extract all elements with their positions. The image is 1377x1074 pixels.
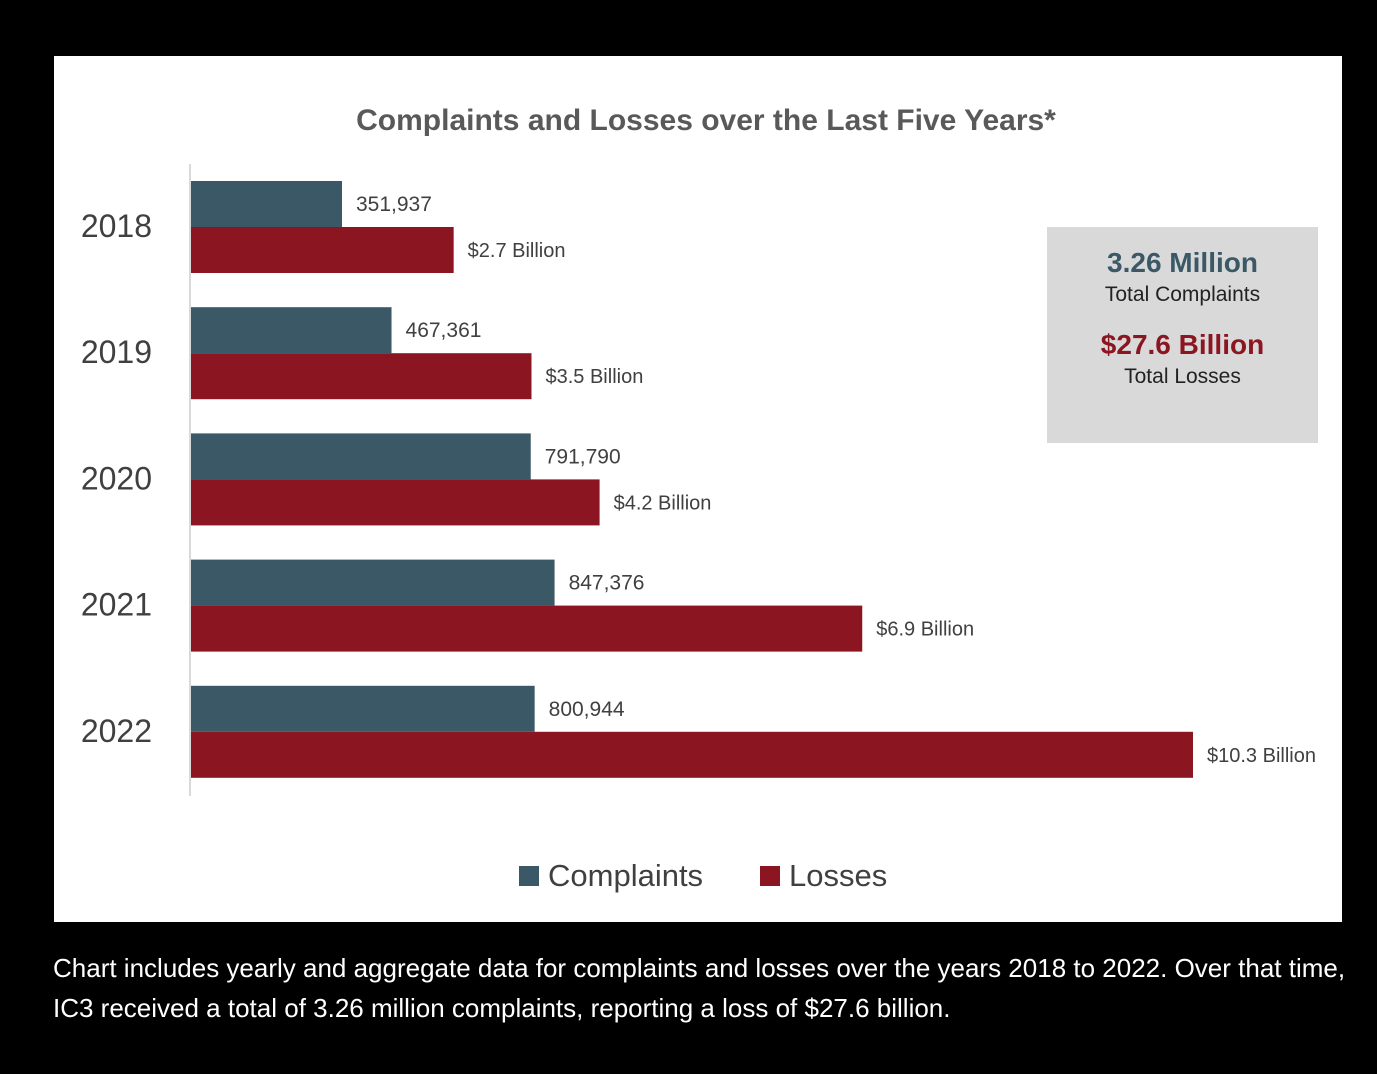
losses-bar-2022 xyxy=(191,731,1193,778)
legend-swatch-complaints xyxy=(519,866,539,886)
losses-bar-2020 xyxy=(191,479,600,526)
legend-label-complaints: Complaints xyxy=(548,858,703,893)
total-complaints-label: Total Complaints xyxy=(1104,283,1261,306)
complaints-data-label-2019: 467,361 xyxy=(406,319,482,342)
bars-layer: 2018 351,937 $2.7 Billion 2019 467,361 $3.5 B… xyxy=(81,181,1316,778)
complaints-bar-2022 xyxy=(191,685,535,732)
chart-caption: Chart includes yearly and aggregate data… xyxy=(53,953,1346,1023)
bar-chart: Complaints and Losses over the Last Five… xyxy=(81,104,1316,893)
complaints-data-label-2022: 800,944 xyxy=(549,698,625,721)
complaints-data-label-2021: 847,376 xyxy=(569,572,645,595)
losses-data-label-2022: $10.3 Billion xyxy=(1207,745,1316,767)
total-losses-value: $27.6 Billion xyxy=(1100,329,1265,360)
category-label-2020: 2020 xyxy=(81,460,152,496)
losses-data-label-2020: $4.2 Billion xyxy=(614,492,712,514)
chart-legend: Complaints Losses xyxy=(519,858,887,893)
complaints-bar-2019 xyxy=(191,307,392,354)
chart-title: Complaints and Losses over the Last Five… xyxy=(356,104,1056,137)
chart-panel: Complaints and Losses over the Last Five… xyxy=(54,56,1342,922)
category-label-2021: 2021 xyxy=(81,587,152,623)
complaints-bar-2021 xyxy=(191,559,555,606)
complaints-bar-2020 xyxy=(191,433,531,480)
complaints-data-label-2018: 351,937 xyxy=(356,193,432,216)
category-label-2018: 2018 xyxy=(81,208,152,244)
total-complaints-value: 3.26 Million xyxy=(1107,247,1258,278)
legend-label-losses: Losses xyxy=(789,858,887,893)
category-label-2022: 2022 xyxy=(81,713,152,749)
total-losses-label: Total Losses xyxy=(1124,365,1241,388)
losses-bar-2019 xyxy=(191,353,532,400)
losses-bar-2018 xyxy=(191,227,454,273)
figure-frame: Complaints and Losses over the Last Five… xyxy=(8,10,1369,1074)
complaints-data-label-2020: 791,790 xyxy=(545,445,621,468)
losses-bar-2021 xyxy=(191,605,863,652)
category-label-2019: 2019 xyxy=(81,334,152,370)
losses-data-label-2019: $3.5 Billion xyxy=(545,366,643,388)
legend-swatch-losses xyxy=(760,866,780,886)
summary-box: 3.26 Million Total Complaints $27.6 Bill… xyxy=(1047,227,1318,443)
losses-data-label-2018: $2.7 Billion xyxy=(468,240,566,262)
complaints-bar-2018 xyxy=(191,181,342,227)
losses-data-label-2021: $6.9 Billion xyxy=(876,619,974,641)
